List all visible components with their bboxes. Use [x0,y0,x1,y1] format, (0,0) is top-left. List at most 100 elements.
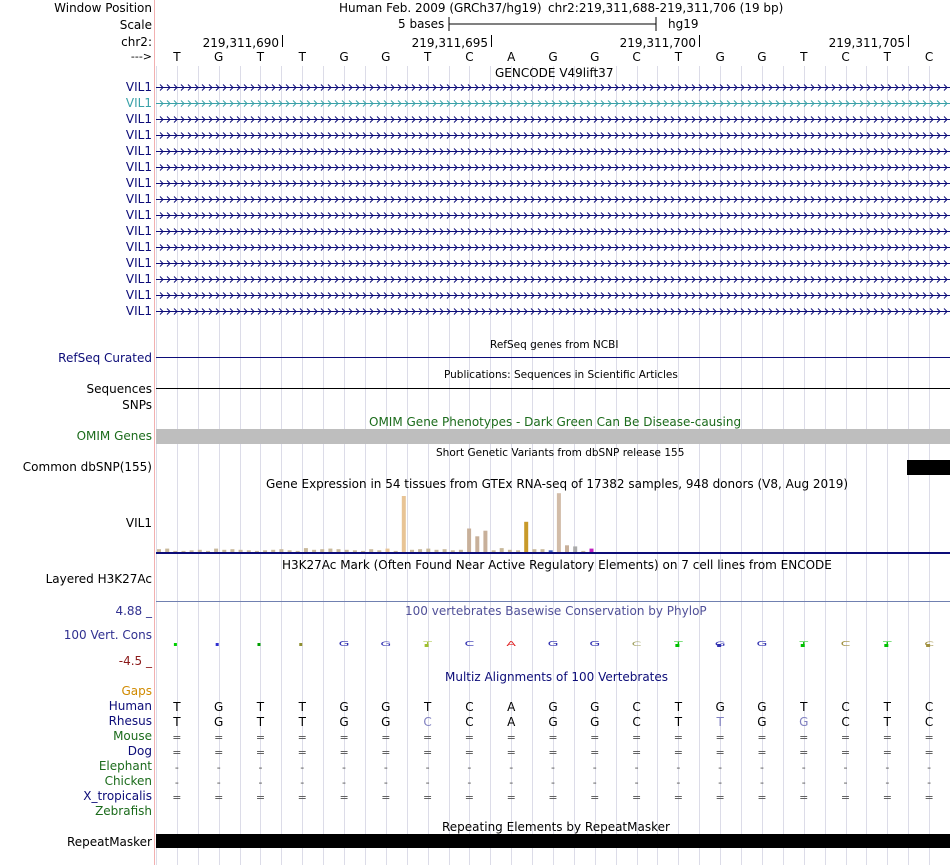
rhesus-base: C [423,715,431,729]
species-label[interactable]: Chicken [104,774,152,788]
strand-label: ---> [130,50,152,63]
gencode-transcript-label[interactable]: VIL1 [125,112,152,126]
mouse-match: = [924,731,933,744]
dog-match: = [548,746,557,759]
gencode-transcript-label[interactable]: VIL1 [125,96,152,110]
track-label-panel: Window Position Scale chr2: ---> VIL1 VIL… [0,0,155,865]
mouse-match: = [590,731,599,744]
assembly-title: Human Feb. 2009 (GRCh37/hg19) [339,1,542,15]
gencode-transcript-label[interactable]: VIL1 [125,192,152,206]
xtrop-match: = [674,791,683,804]
chicken-gap: - [676,776,680,789]
conservation-base-glyph: G [380,640,391,648]
base-letter: T [298,50,307,64]
elephant-gap: - [676,761,680,774]
refseq-track-label[interactable]: RefSeq Curated [58,351,152,365]
conservation-base-glyph: G [589,640,600,648]
gtex-tissue-bar [491,550,496,552]
rhesus-base: T [715,715,724,729]
conservation-mark [215,643,219,646]
conservation-base-glyph: C [841,640,851,648]
gtex-tissue-bar [475,536,480,552]
elephant-gap: - [885,761,889,774]
repeatmasker-element-bar [156,834,950,848]
ruler-tick-label: 219,311,700 [620,36,696,50]
gtex-tissue-bar [361,550,365,552]
conservation-base-glyph: G [757,640,768,648]
human-base: T [298,700,307,714]
gencode-transcript-label[interactable]: VIL1 [125,128,152,142]
rhesus-base: T [298,715,307,729]
gtex-tissue-bar [442,549,447,552]
human-base: A [507,700,516,714]
base-letter: C [465,50,473,64]
gencode-transcript-label[interactable]: VIL1 [125,160,152,174]
gtex-tissue-bar [287,550,292,552]
gencode-transcript-label[interactable]: VIL1 [125,304,152,318]
track-area[interactable]: Human Feb. 2009 (GRCh37/hg19) chr2:219,3… [156,0,950,865]
gtex-tissue-bar [589,548,594,552]
chicken-gap: - [885,776,889,789]
scale-label: Scale [119,18,152,32]
species-label[interactable]: Human [108,699,152,713]
omim-track-label[interactable]: OMIM Genes [76,429,152,443]
gencode-transcript-label[interactable]: VIL1 [125,224,152,238]
xtrop-match: = [465,791,474,804]
ruler-tick-label: 219,311,705 [829,36,905,50]
gencode-transcript-label[interactable]: VIL1 [125,256,152,270]
xtrop-match: = [841,791,850,804]
gtex-tissue-bar [573,546,578,552]
species-label[interactable]: Rhesus [108,714,152,728]
sequences-track-label[interactable]: Sequences [86,382,152,396]
repeatmasker-track-label[interactable]: RepeatMasker [66,835,152,849]
gtex-tissue-bar [197,549,202,552]
chicken-gap: - [927,776,931,789]
h3k27ac-track-label[interactable]: Layered H3K27Ac [45,572,152,586]
strand-arrows [159,228,948,235]
chicken-gap: - [384,776,388,789]
mouse-match: = [883,731,892,744]
base-letter: G [339,50,348,64]
gencode-transcript-label[interactable]: VIL1 [125,144,152,158]
species-label[interactable]: Zebrafish [95,804,152,818]
elephant-gap: - [342,761,346,774]
gencode-transcript-label[interactable]: VIL1 [125,240,152,254]
elephant-gap: - [300,761,304,774]
gencode-transcript-label[interactable]: VIL1 [125,176,152,190]
chicken-gap: - [718,776,722,789]
gtex-tissue-bar [450,550,455,552]
base-letter: G [757,50,766,64]
species-label[interactable]: X_tropicalis [83,789,152,803]
chicken-gap: - [635,776,639,789]
conservation-mark [173,643,177,646]
strand-arrows [159,244,948,251]
dog-match: = [799,746,808,759]
gtex-tissue-bar [230,549,235,552]
human-base: C [841,700,849,714]
elephant-gap: - [509,761,513,774]
dbsnp-track-label[interactable]: Common dbSNP(155) [22,460,152,474]
dog-match: = [214,746,223,759]
dog-match: = [841,746,850,759]
cons-track-label[interactable]: 100 Vert. Cons [63,628,152,642]
xtrop-match: = [548,791,557,804]
gtex-tissue-bar [377,550,382,552]
gencode-transcript-label[interactable]: VIL1 [125,272,152,286]
gtex-tissue-bar [254,550,259,552]
species-label[interactable]: Dog [127,744,152,758]
xtrop-match: = [423,791,432,804]
species-label[interactable]: Mouse [113,729,152,743]
elephant-gap: - [217,761,221,774]
gencode-transcript-label[interactable]: VIL1 [125,288,152,302]
gtex-tissue-bar [238,549,243,552]
dog-match: = [590,746,599,759]
rhesus-base: G [590,715,599,729]
dog-match: = [632,746,641,759]
human-base: C [465,700,473,714]
gtex-tissue-bar [352,550,357,552]
gtex-gene-label[interactable]: VIL1 [125,516,152,530]
gencode-transcript-label[interactable]: VIL1 [125,80,152,94]
species-label[interactable]: Elephant [98,759,152,773]
ruler-tick-label: 219,311,695 [412,36,488,50]
gencode-transcript-label[interactable]: VIL1 [125,208,152,222]
